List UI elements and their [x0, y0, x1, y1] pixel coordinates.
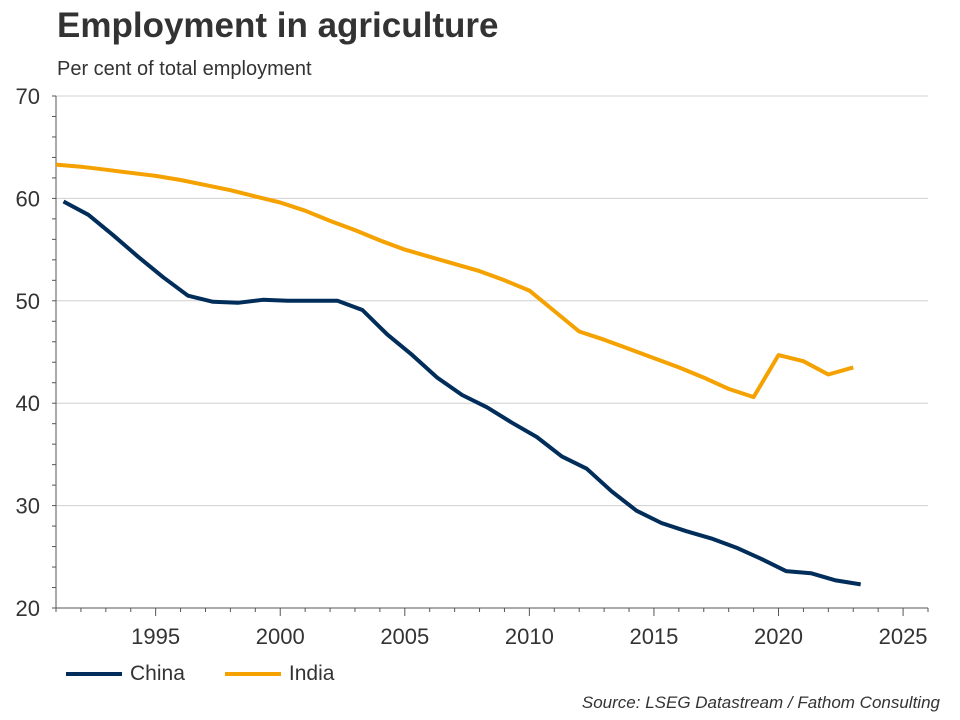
legend-item-india: India [224, 662, 335, 686]
legend: China India [66, 662, 334, 686]
legend-label-india: India [288, 662, 335, 685]
y-tick-label: 20 [16, 596, 40, 621]
y-tick-label: 50 [16, 289, 40, 314]
legend-label-china: China [130, 662, 185, 685]
x-tick-label: 1995 [131, 624, 180, 649]
x-tick-label: 2000 [256, 624, 305, 649]
y-tick-label: 30 [16, 494, 40, 519]
x-tick-label: 2010 [505, 624, 554, 649]
legend-swatch-china [66, 672, 122, 676]
x-tick-label: 2020 [754, 624, 803, 649]
y-tick-label: 70 [16, 84, 40, 109]
legend-item-china: China [66, 662, 185, 686]
source-note: Source: LSEG Datastream / Fathom Consult… [581, 693, 940, 712]
y-tick-label: 40 [16, 391, 40, 416]
x-tick-label: 2025 [879, 624, 928, 649]
series-line-india [55, 162, 854, 400]
chart-title: Employment in agriculture [57, 6, 499, 45]
legend-swatch-india [224, 672, 281, 676]
chart-subtitle: Per cent of total employment [57, 58, 312, 80]
x-tick-label: 2015 [629, 624, 678, 649]
x-tick-label: 2005 [380, 624, 429, 649]
y-tick-label: 60 [16, 186, 40, 211]
